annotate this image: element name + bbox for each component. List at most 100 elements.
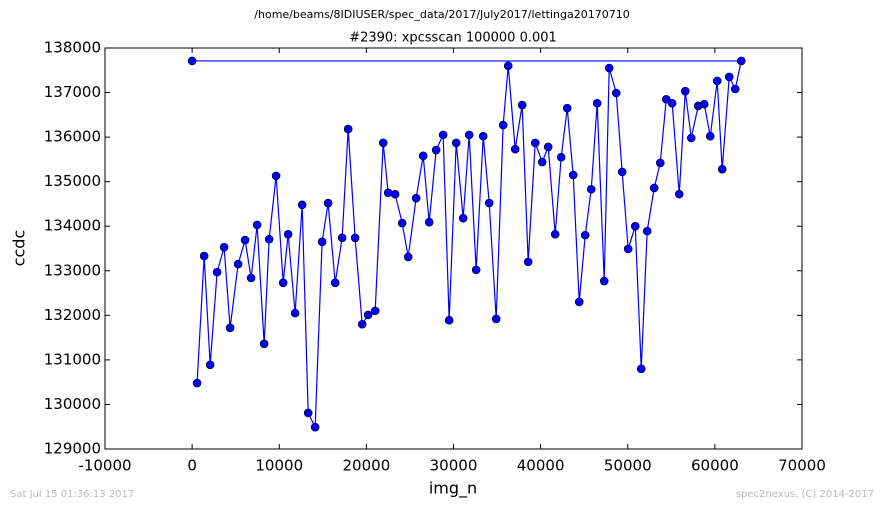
data-point bbox=[586, 184, 596, 194]
data-point bbox=[568, 170, 578, 180]
data-point bbox=[403, 252, 413, 262]
footer-left: Sat Jul 15 01:36:13 2017 bbox=[10, 489, 134, 500]
data-point bbox=[543, 142, 553, 152]
data-point bbox=[212, 267, 222, 277]
data-point bbox=[730, 84, 740, 94]
x-tick-label: 40000 bbox=[517, 457, 565, 475]
data-point bbox=[317, 237, 327, 247]
data-point bbox=[574, 297, 584, 307]
data-point bbox=[458, 213, 468, 223]
data-point bbox=[478, 131, 488, 141]
x-tick-label: 10000 bbox=[255, 457, 303, 475]
data-point bbox=[550, 229, 560, 239]
data-point bbox=[503, 61, 513, 71]
data-point bbox=[337, 233, 347, 243]
data-point bbox=[271, 171, 281, 181]
data-point bbox=[655, 158, 665, 168]
data-point bbox=[667, 98, 677, 108]
data-point bbox=[192, 378, 202, 388]
data-point bbox=[438, 130, 448, 140]
data-point bbox=[233, 259, 243, 269]
data-point bbox=[471, 265, 481, 275]
data-point bbox=[397, 218, 407, 228]
data-point bbox=[343, 124, 353, 134]
data-point bbox=[252, 220, 262, 230]
data-point bbox=[636, 364, 646, 374]
data-point bbox=[712, 76, 722, 86]
data-point bbox=[303, 408, 313, 418]
y-tick-label: 138000 bbox=[44, 39, 101, 57]
data-point bbox=[240, 235, 250, 245]
data-point bbox=[674, 189, 684, 199]
data-point bbox=[556, 152, 566, 162]
data-point bbox=[717, 164, 727, 174]
data-point bbox=[686, 133, 696, 143]
data-point bbox=[370, 306, 380, 316]
data-point bbox=[451, 138, 461, 148]
data-point bbox=[363, 310, 373, 320]
data-point bbox=[604, 63, 614, 73]
data-point bbox=[330, 278, 340, 288]
chart-title: /home/beams/8IDIUSER/spec_data/2017/July… bbox=[254, 8, 629, 21]
x-tick-label: 50000 bbox=[604, 457, 652, 475]
data-point bbox=[278, 278, 288, 288]
data-point bbox=[617, 167, 627, 177]
data-point bbox=[580, 230, 590, 240]
data-point bbox=[259, 339, 269, 349]
data-point bbox=[736, 56, 746, 66]
data-point bbox=[592, 98, 602, 108]
y-tick-label: 129000 bbox=[44, 440, 101, 458]
data-point bbox=[623, 244, 633, 254]
footer-right: spec2nexus, (C) 2014-2017 bbox=[736, 489, 874, 500]
data-point bbox=[517, 100, 527, 110]
data-point bbox=[283, 229, 293, 239]
data-point bbox=[599, 276, 609, 286]
data-point bbox=[530, 138, 540, 148]
data-point bbox=[350, 233, 360, 243]
data-point bbox=[523, 257, 533, 267]
y-tick-label: 137000 bbox=[44, 83, 101, 101]
data-point bbox=[724, 72, 734, 82]
y-tick-label: 136000 bbox=[44, 128, 101, 146]
data-point bbox=[205, 360, 215, 370]
data-point bbox=[418, 151, 428, 161]
data-point bbox=[219, 242, 229, 252]
y-axis-label: ccdc bbox=[10, 230, 29, 267]
data-point bbox=[562, 103, 572, 113]
y-tick-label: 134000 bbox=[44, 217, 101, 235]
data-point bbox=[680, 86, 690, 96]
chart-subtitle: #2390: xpcsscan 100000 0.001 bbox=[349, 31, 557, 46]
y-tick-label: 133000 bbox=[44, 261, 101, 279]
x-axis-label: img_n bbox=[429, 479, 477, 499]
y-tick-label: 132000 bbox=[44, 306, 101, 324]
data-point bbox=[431, 145, 441, 155]
y-tick-label: 131000 bbox=[44, 350, 101, 368]
data-point bbox=[378, 138, 388, 148]
x-tick-label: 60000 bbox=[691, 457, 739, 475]
data-point bbox=[642, 226, 652, 236]
data-point bbox=[199, 251, 209, 261]
x-tick-label: 0 bbox=[187, 457, 197, 475]
data-point bbox=[705, 131, 715, 141]
data-point bbox=[444, 315, 454, 325]
x-tick-label: 20000 bbox=[343, 457, 391, 475]
data-point bbox=[310, 422, 320, 432]
data-point bbox=[411, 193, 421, 203]
data-point bbox=[323, 198, 333, 208]
data-point bbox=[510, 144, 520, 154]
data-point bbox=[649, 183, 659, 193]
data-point bbox=[390, 189, 400, 199]
data-point bbox=[225, 323, 235, 333]
data-point bbox=[699, 99, 709, 109]
data-point bbox=[498, 120, 508, 130]
data-point bbox=[484, 198, 494, 208]
data-point bbox=[264, 234, 274, 244]
data-point bbox=[383, 188, 393, 198]
y-tick-label: 130000 bbox=[44, 395, 101, 413]
y-tick-label: 135000 bbox=[44, 172, 101, 190]
data-point bbox=[661, 94, 671, 104]
data-point bbox=[297, 200, 307, 210]
data-point bbox=[464, 130, 474, 140]
data-point bbox=[537, 157, 547, 167]
